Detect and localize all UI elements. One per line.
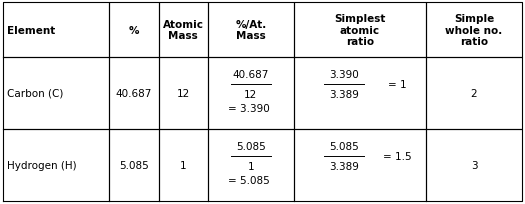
- Text: 1: 1: [247, 162, 254, 172]
- Text: Simplest
atomic
ratio: Simplest atomic ratio: [334, 14, 385, 47]
- Text: %: %: [129, 25, 139, 35]
- Text: Simple
whole no.
ratio: Simple whole no. ratio: [445, 14, 502, 47]
- Text: 40.687: 40.687: [233, 70, 269, 80]
- Text: 5.085: 5.085: [236, 142, 266, 152]
- Text: 3.389: 3.389: [329, 90, 359, 100]
- Text: %/At.
Mass: %/At. Mass: [235, 20, 267, 41]
- Text: 1: 1: [180, 160, 187, 170]
- Text: = 1: = 1: [387, 80, 406, 90]
- Text: Hydrogen (H): Hydrogen (H): [7, 160, 77, 170]
- Text: 12: 12: [244, 90, 257, 100]
- Text: Element: Element: [7, 25, 55, 35]
- Text: Carbon (C): Carbon (C): [7, 89, 64, 99]
- Text: 3.389: 3.389: [329, 162, 359, 172]
- Text: = 5.085: = 5.085: [228, 175, 270, 185]
- Text: 3: 3: [471, 160, 477, 170]
- Text: 2: 2: [471, 89, 477, 99]
- Text: Atomic
Mass: Atomic Mass: [163, 20, 204, 41]
- Text: = 1.5: = 1.5: [383, 152, 411, 162]
- Text: 5.085: 5.085: [119, 160, 149, 170]
- Text: 5.085: 5.085: [329, 142, 359, 152]
- Text: 12: 12: [177, 89, 190, 99]
- Text: = 3.390: = 3.390: [228, 104, 270, 114]
- Text: 40.687: 40.687: [116, 89, 152, 99]
- Text: 3.390: 3.390: [329, 70, 359, 80]
